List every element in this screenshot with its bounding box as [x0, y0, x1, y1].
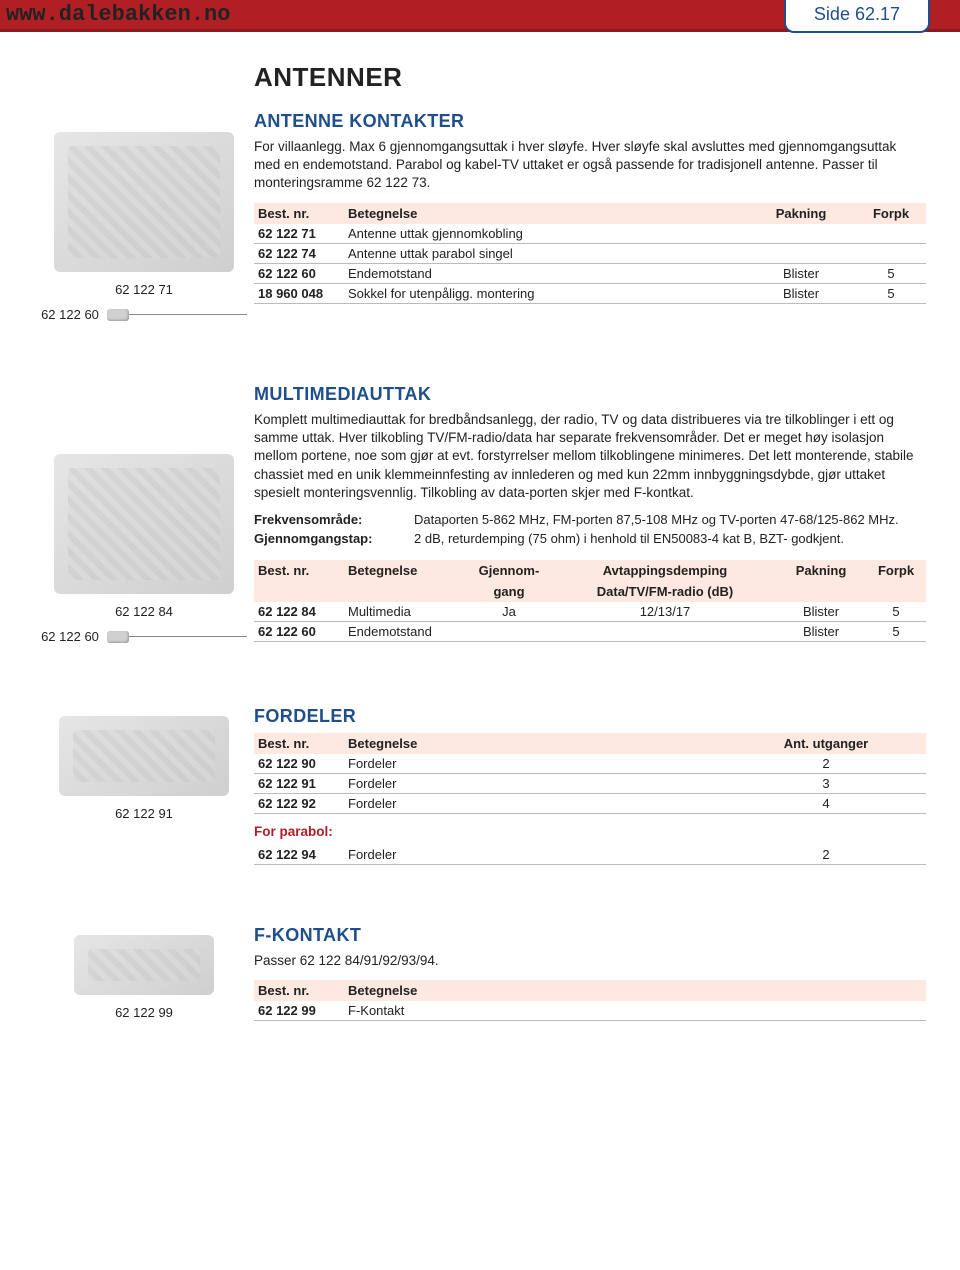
col-bestnr: Best. nr.	[254, 203, 344, 224]
product-image	[54, 454, 234, 594]
sub-header: For parabol:	[254, 824, 926, 839]
spec-label: Gjennomgangstap:	[254, 531, 414, 546]
table-row: 62 122 90Fordeler2	[254, 754, 926, 774]
section-description: For villaanlegg. Max 6 gjennomgangsuttak…	[254, 138, 926, 193]
col-bestnr: Best. nr.	[254, 980, 344, 1001]
content-column: ANTENNER ANTENNE KONTAKTER For villaanle…	[254, 62, 926, 324]
section-description: Passer 62 122 84/91/92/93/94.	[254, 952, 926, 970]
table-row: 62 122 84MultimediaJa12/13/17Blister5	[254, 602, 926, 622]
image-label: 62 122 84	[115, 604, 173, 619]
site-url: www.dalebakken.no	[6, 2, 230, 27]
table-row: 62 122 74Antenne uttak parabol singel	[254, 243, 926, 263]
spec-row: Gjennomgangstap: 2 dB, returdemping (75 …	[254, 531, 926, 546]
product-image	[54, 132, 234, 272]
col-pakning: Pakning	[776, 560, 866, 581]
content-column: FORDELER Best. nr. Betegnelse Ant. utgan…	[254, 706, 926, 865]
col-ant: Ant. utganger	[726, 733, 926, 754]
product-image-pin	[107, 308, 247, 322]
spec-row: Frekvensområde: Dataporten 5-862 MHz, FM…	[254, 512, 926, 527]
table-row: 62 122 91Fordeler3	[254, 774, 926, 794]
product-table: Best. nr. Betegnelse 62 122 99F-Kontakt	[254, 980, 926, 1021]
image-label: 62 122 71	[115, 282, 173, 297]
product-image	[59, 716, 229, 796]
spec-value: Dataporten 5-862 MHz, FM-porten 87,5-108…	[414, 512, 926, 527]
product-table: Best. nr. Betegnelse Gjennom- Avtappings…	[254, 560, 926, 642]
table-header-row: Best. nr. Betegnelse Ant. utganger	[254, 733, 926, 754]
section-fordeler: 62 122 91 FORDELER Best. nr. Betegnelse …	[34, 706, 926, 865]
product-image-pin	[107, 630, 247, 644]
spec-value: 2 dB, returdemping (75 ohm) i henhold ti…	[414, 531, 926, 546]
image-column: 62 122 71 62 122 60	[34, 62, 254, 324]
image-label: 62 122 91	[115, 806, 173, 821]
section-title: F-KONTAKT	[254, 925, 926, 946]
col-betegnelse: Betegnelse	[344, 980, 926, 1001]
product-table: Best. nr. Betegnelse Pakning Forpk 62 12…	[254, 203, 926, 304]
image-column: 62 122 99	[34, 925, 254, 1022]
top-bar: www.dalebakken.no Side 62.17	[0, 0, 960, 32]
table-row: 18 960 048Sokkel for utenpåligg. monteri…	[254, 283, 926, 303]
content-column: F-KONTAKT Passer 62 122 84/91/92/93/94. …	[254, 925, 926, 1022]
table-header-row: Best. nr. Betegnelse	[254, 980, 926, 1001]
col-betegnelse: Betegnelse	[344, 560, 464, 581]
product-table: Best. nr. Betegnelse Ant. utganger 62 12…	[254, 733, 926, 814]
section-title: FORDELER	[254, 706, 926, 727]
col-forpk: Forpk	[856, 203, 926, 224]
col-bestnr: Best. nr.	[254, 733, 344, 754]
image-column: 62 122 91	[34, 706, 254, 865]
col-gjennom: Gjennom-	[464, 560, 554, 581]
spec-label: Frekvensområde:	[254, 512, 414, 527]
section-multimediauttak: 62 122 84 62 122 60 MULTIMEDIAUTTAK Komp…	[34, 384, 926, 646]
page-title: ANTENNER	[254, 62, 926, 93]
table-header-row-2: gang Data/TV/FM-radio (dB)	[254, 581, 926, 602]
page-number-badge: Side 62.17	[784, 0, 930, 33]
table-row: 62 122 60EndemotstandBlister5	[254, 622, 926, 642]
section-antenne-kontakter: 62 122 71 62 122 60 ANTENNER ANTENNE KON…	[34, 62, 926, 324]
section-title: MULTIMEDIAUTTAK	[254, 384, 926, 405]
image-label: 62 122 99	[115, 1005, 173, 1020]
table-row: 62 122 94Fordeler2	[254, 845, 926, 865]
image-column: 62 122 84 62 122 60	[34, 384, 254, 646]
section-f-kontakt: 62 122 99 F-KONTAKT Passer 62 122 84/91/…	[34, 925, 926, 1022]
col-avtapping: Avtappingsdemping	[554, 560, 776, 581]
content-column: MULTIMEDIAUTTAK Komplett multimediauttak…	[254, 384, 926, 646]
product-table: 62 122 94Fordeler2	[254, 845, 926, 865]
col-bestnr: Best. nr.	[254, 560, 344, 581]
section-description: Komplett multimediauttak for bredbåndsan…	[254, 411, 926, 502]
table-row: 62 122 71Antenne uttak gjennomkobling	[254, 224, 926, 244]
table-header-row: Best. nr. Betegnelse Pakning Forpk	[254, 203, 926, 224]
col-forpk: Forpk	[866, 560, 926, 581]
product-image	[74, 935, 214, 995]
image-label: 62 122 60	[41, 629, 99, 644]
table-row: 62 122 99F-Kontakt	[254, 1001, 926, 1021]
image-label: 62 122 60	[41, 307, 99, 322]
table-row: 62 122 60EndemotstandBlister5	[254, 263, 926, 283]
col-betegnelse: Betegnelse	[344, 733, 726, 754]
page-body: 62 122 71 62 122 60 ANTENNER ANTENNE KON…	[0, 32, 960, 1022]
col-pakning: Pakning	[746, 203, 856, 224]
section-title: ANTENNE KONTAKTER	[254, 111, 926, 132]
col-betegnelse: Betegnelse	[344, 203, 746, 224]
table-row: 62 122 92Fordeler4	[254, 794, 926, 814]
table-header-row: Best. nr. Betegnelse Gjennom- Avtappings…	[254, 560, 926, 581]
